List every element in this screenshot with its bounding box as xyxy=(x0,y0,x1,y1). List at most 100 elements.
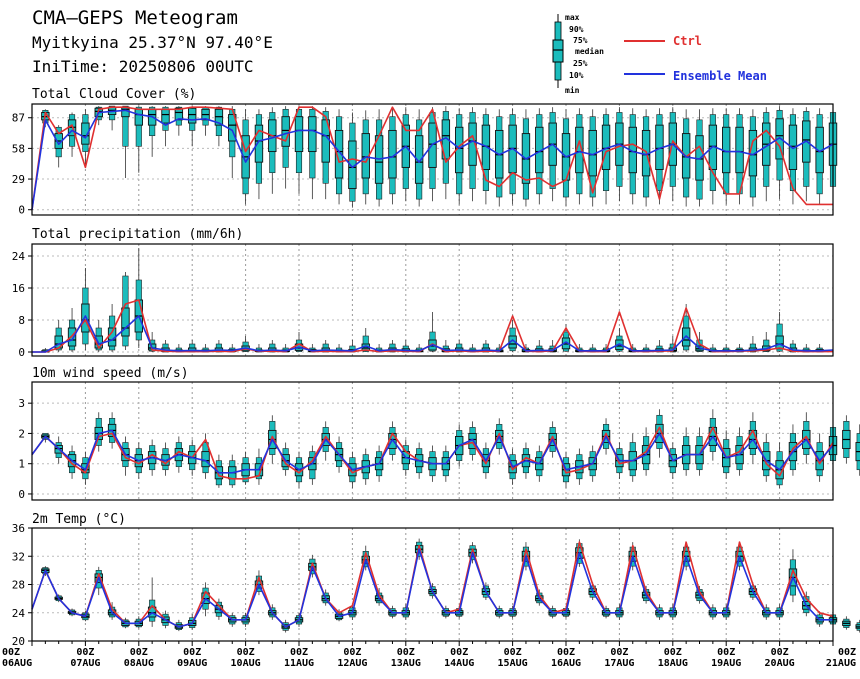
box-25-75 xyxy=(81,303,90,333)
box-25-75 xyxy=(414,135,424,184)
y-tick-label: 29 xyxy=(12,173,25,186)
x-tick-date: 15AUG xyxy=(498,658,528,669)
panel-title-temp: 2m Temp (°C) xyxy=(32,512,126,527)
plot-frame-cloud xyxy=(31,103,834,216)
box-cloud xyxy=(294,106,304,194)
chart-title: CMA—GEPS Meteogram xyxy=(32,7,238,29)
box-25-75 xyxy=(481,124,491,170)
box-temp xyxy=(855,619,860,633)
box-25-75 xyxy=(254,124,264,163)
x-tick-date: 12AUG xyxy=(337,658,367,669)
y-tick-label: 32 xyxy=(12,550,25,563)
plot-frame-precip xyxy=(31,243,834,357)
box-cloud xyxy=(134,106,144,173)
box-precip xyxy=(681,304,691,352)
box-25-75 xyxy=(134,108,144,126)
box-25-75 xyxy=(161,108,170,124)
box-cloud xyxy=(815,108,824,205)
box-precip xyxy=(67,308,77,352)
box-25-75 xyxy=(81,122,90,145)
box-cloud xyxy=(214,106,224,147)
panel-title-precip: Total precipitation (mm/6h) xyxy=(32,227,243,242)
x-tick-time: 00Z xyxy=(771,647,789,658)
x-tick-date: 07AUG xyxy=(70,658,100,669)
y-tick-label: 58 xyxy=(12,142,25,155)
x-tick-time: 00Z xyxy=(504,647,522,658)
mean-line-wind xyxy=(31,429,834,474)
y-tick-label: 36 xyxy=(12,522,25,535)
mean-line-temp xyxy=(31,548,833,628)
box-cloud xyxy=(174,106,184,136)
legend-box-label: 10% xyxy=(569,71,584,80)
box-25-75 xyxy=(308,116,317,153)
y-tick-label: 24 xyxy=(12,607,26,620)
legend-box-label: 75% xyxy=(573,36,588,45)
panel-temp: 2m Temp (°C) 20 24 28 32 36 xyxy=(12,512,860,648)
box-cloud xyxy=(722,108,731,205)
box-wind xyxy=(228,454,237,488)
box-wind xyxy=(681,427,691,476)
box-precip xyxy=(615,328,624,352)
x-tick-time: 00Z xyxy=(717,647,735,658)
y-tick-label: 24 xyxy=(12,250,26,263)
box-25-75 xyxy=(735,126,744,174)
x-tick-time: 00Z xyxy=(343,647,361,658)
legend-box-label: min xyxy=(565,85,580,95)
y-tick-label: 0 xyxy=(18,346,25,359)
box-cloud xyxy=(321,107,330,200)
box-cloud xyxy=(601,108,611,205)
x-tick-time: 00Z xyxy=(183,647,201,658)
box-cloud xyxy=(481,108,491,205)
x-tick-time: 00Z xyxy=(838,647,856,658)
x-tick-time: 00Z xyxy=(237,647,255,658)
box-cloud xyxy=(161,106,170,147)
panel-wind: 10m wind speed (m/s) 0 1 2 3 xyxy=(18,366,860,501)
y-tick-label: 3 xyxy=(18,397,25,410)
x-tick-date: 14AUG xyxy=(444,658,474,669)
y-tick-label: 87 xyxy=(12,112,25,125)
x-tick-date: 13AUG xyxy=(391,658,421,669)
box-precip xyxy=(81,268,90,350)
location-subtitle: Myitkyina 25.37°N 97.40°E xyxy=(32,33,273,52)
x-tick-time: 00Z xyxy=(450,647,468,658)
legend-ctrl-label: Ctrl xyxy=(673,34,702,48)
box-cloud xyxy=(281,106,290,189)
legend-box-inner xyxy=(552,39,564,63)
box-wind xyxy=(855,424,860,476)
box-cloud xyxy=(575,108,584,205)
box-cloud xyxy=(802,107,811,202)
box-25-75 xyxy=(201,451,210,468)
box-precip xyxy=(361,328,370,352)
box-cloud xyxy=(401,107,410,202)
panel-title-wind: 10m wind speed (m/s) xyxy=(32,366,189,381)
box-precip xyxy=(294,332,304,352)
box-25-75 xyxy=(775,118,784,160)
box-cloud xyxy=(121,105,130,178)
x-tick-date: 20AUG xyxy=(765,658,795,669)
box-cloud xyxy=(748,109,758,207)
x-tick-date: 19AUG xyxy=(711,658,741,669)
box-cloud xyxy=(708,108,718,205)
box-cloud xyxy=(615,107,624,202)
legend-box-label: max xyxy=(565,13,580,22)
box-wind xyxy=(628,433,637,482)
y-tick-label: 1 xyxy=(18,458,25,471)
box-cloud xyxy=(147,106,157,157)
legend-box-label: median xyxy=(575,46,604,56)
legend-box-label: 90% xyxy=(569,25,584,34)
ctrl-line-cloud xyxy=(31,106,833,210)
y-tick-label: 20 xyxy=(12,635,25,648)
box-25-75 xyxy=(294,116,304,153)
box-cloud xyxy=(455,108,464,205)
box-25-75 xyxy=(468,122,477,166)
y-tick-label: 0 xyxy=(18,488,25,501)
box-cloud xyxy=(508,108,517,205)
x-tick-time: 00Z xyxy=(664,647,682,658)
y-tick-label: 8 xyxy=(18,314,25,327)
x-tick-date: 10AUG xyxy=(231,658,261,669)
legend-mean-label: Ensemble Mean xyxy=(673,69,767,83)
box-25-75 xyxy=(334,129,344,179)
box-precip xyxy=(134,248,144,348)
box-cloud xyxy=(762,107,771,202)
